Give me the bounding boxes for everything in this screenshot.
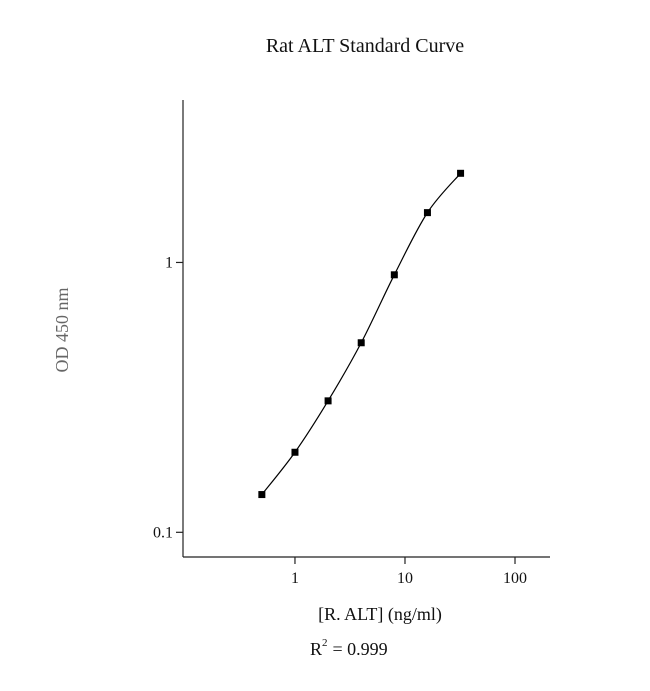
point [390,271,398,279]
curve [261,172,462,495]
point [324,397,332,405]
x-tick-label: 100 [503,570,527,587]
y-axis-label: OD 450 nm [52,288,72,373]
chart-title: Rat ALT Standard Curve [266,35,464,57]
point [258,491,266,499]
x-tick-label: 10 [397,570,413,587]
point [457,169,465,177]
x-axis-label: [R. ALT] (ng/ml) [318,604,442,625]
y-tick-label: 1 [165,254,173,271]
x-tick-label: 1 [291,570,299,587]
point [423,209,431,217]
point [291,448,299,456]
annotation-text: = 0.999 [333,639,388,659]
point [357,339,365,347]
annotation: R2 = 0.999 [310,637,388,659]
annotation-base: R [310,639,322,659]
annotation-superscript: 2 [322,637,328,649]
y-tick-label: 0.1 [153,524,173,541]
